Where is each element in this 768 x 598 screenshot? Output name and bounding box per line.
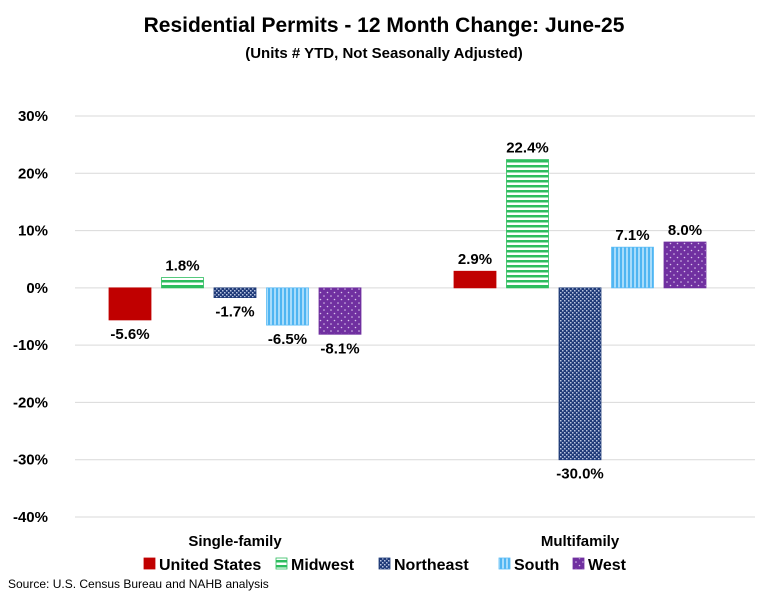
data-label: -6.5% [268, 331, 307, 348]
legend-label: South [514, 557, 559, 574]
chart-subtitle: (Units # YTD, Not Seasonally Adjusted) [245, 45, 523, 62]
chart-title: Residential Permits - 12 Month Change: J… [144, 14, 625, 37]
y-tick-label: -20% [13, 394, 48, 411]
source-note: Source: U.S. Census Bureau and NAHB anal… [8, 577, 269, 591]
category-label: Multifamily [541, 533, 620, 550]
bar-west [318, 287, 362, 335]
data-label: -8.1% [320, 340, 359, 357]
data-label: -1.7% [215, 304, 254, 321]
legend-label: United States [159, 557, 261, 574]
y-tick-label: -40% [13, 509, 48, 526]
y-tick-label: -10% [13, 337, 48, 354]
y-tick-label: 30% [18, 108, 48, 125]
y-tick-label: 20% [18, 165, 48, 182]
data-label: -5.6% [110, 326, 149, 343]
legend-swatch [275, 557, 288, 570]
data-label: -30.0% [556, 466, 604, 483]
bar-united-states [453, 270, 497, 289]
bar-united-states [108, 287, 152, 321]
bar-south [266, 287, 309, 326]
y-tick-label: -30% [13, 452, 48, 469]
category-label: Single-family [188, 533, 282, 550]
y-tick-label: 10% [18, 223, 48, 240]
legend-swatch [143, 557, 156, 570]
bar-midwest [161, 277, 204, 289]
y-tick-label: 0% [26, 280, 48, 297]
bar-northeast [558, 287, 602, 461]
legend-swatch [498, 557, 511, 570]
bar-northeast [213, 287, 257, 298]
bar-south [611, 246, 654, 289]
legend-label: West [588, 557, 627, 574]
data-label: 1.8% [165, 258, 199, 275]
bar-west [663, 241, 707, 289]
legend-swatch [572, 557, 585, 570]
data-label: 8.0% [668, 222, 702, 239]
data-label: 7.1% [615, 227, 649, 244]
legend-label: Midwest [291, 557, 355, 574]
legend-label: Northeast [394, 557, 469, 574]
data-label: 2.9% [458, 251, 492, 268]
legend-swatch [378, 557, 391, 570]
data-label: 22.4% [506, 140, 549, 157]
bar-midwest [506, 159, 549, 289]
